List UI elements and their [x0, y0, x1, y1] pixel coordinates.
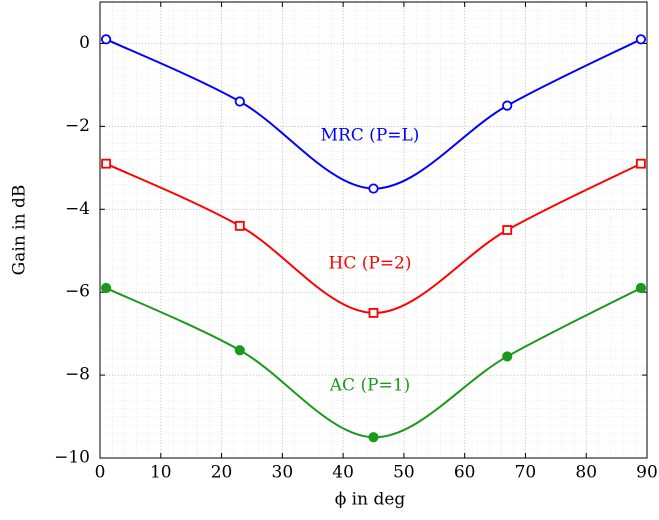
x-tick-label: 10 [150, 463, 172, 483]
series-label: HC (P=2) [329, 254, 412, 274]
y-tick-label: −2 [65, 116, 90, 136]
marker [100, 34, 112, 45]
x-tick-label: 80 [575, 463, 597, 483]
marker [502, 100, 513, 111]
x-tick-label: 60 [454, 463, 476, 483]
series-label: MRC (P=L) [321, 126, 420, 146]
marker [101, 158, 111, 169]
y-tick-label: −10 [54, 448, 90, 468]
marker [635, 282, 647, 294]
y-tick-label: −8 [65, 365, 90, 385]
x-tick-label: 0 [95, 463, 106, 483]
marker [636, 158, 646, 169]
plot-frame [99, 1, 648, 459]
y-tick-label: −4 [65, 199, 90, 219]
series-label: AC (P=1) [329, 376, 410, 396]
marker [100, 282, 112, 294]
marker [234, 220, 245, 231]
y-axis-label: Gain in dB [10, 185, 30, 276]
x-tick-label: 40 [332, 463, 354, 483]
marker [368, 183, 379, 194]
marker [635, 34, 647, 45]
marker [368, 432, 379, 443]
marker [234, 345, 245, 356]
y-tick-label: 0 [79, 33, 90, 53]
marker [502, 351, 513, 362]
y-tick-label: −6 [65, 282, 90, 302]
x-tick-label: 20 [211, 463, 233, 483]
x-tick-label: 30 [272, 463, 294, 483]
x-tick-label: 90 [636, 463, 658, 483]
marker [234, 96, 245, 107]
marker [502, 225, 513, 235]
x-tick-label: 50 [393, 463, 415, 483]
marker [368, 308, 379, 318]
x-axis-label: ϕ in deg [335, 490, 406, 510]
x-tick-label: 70 [515, 463, 537, 483]
